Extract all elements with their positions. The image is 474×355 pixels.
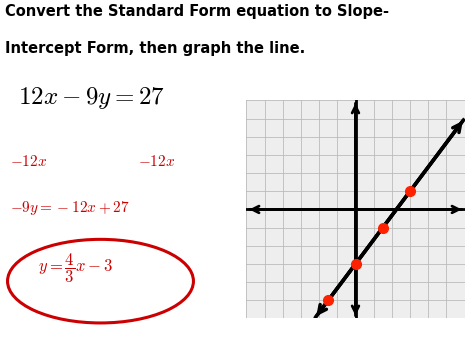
Text: $-9y = -12x + 27$: $-9y = -12x + 27$ <box>10 199 130 217</box>
Text: $12x - 9y = 27$: $12x - 9y = 27$ <box>18 85 164 111</box>
Text: $-12x$: $-12x$ <box>10 154 47 169</box>
Text: Convert the Standard Form equation to Slope-: Convert the Standard Form equation to Sl… <box>5 4 389 18</box>
Text: Intercept Form, then graph the line.: Intercept Form, then graph the line. <box>5 40 305 56</box>
Text: $-12x$: $-12x$ <box>138 154 175 169</box>
Text: $y = \dfrac{4}{3}x - 3$: $y = \dfrac{4}{3}x - 3$ <box>37 252 113 285</box>
